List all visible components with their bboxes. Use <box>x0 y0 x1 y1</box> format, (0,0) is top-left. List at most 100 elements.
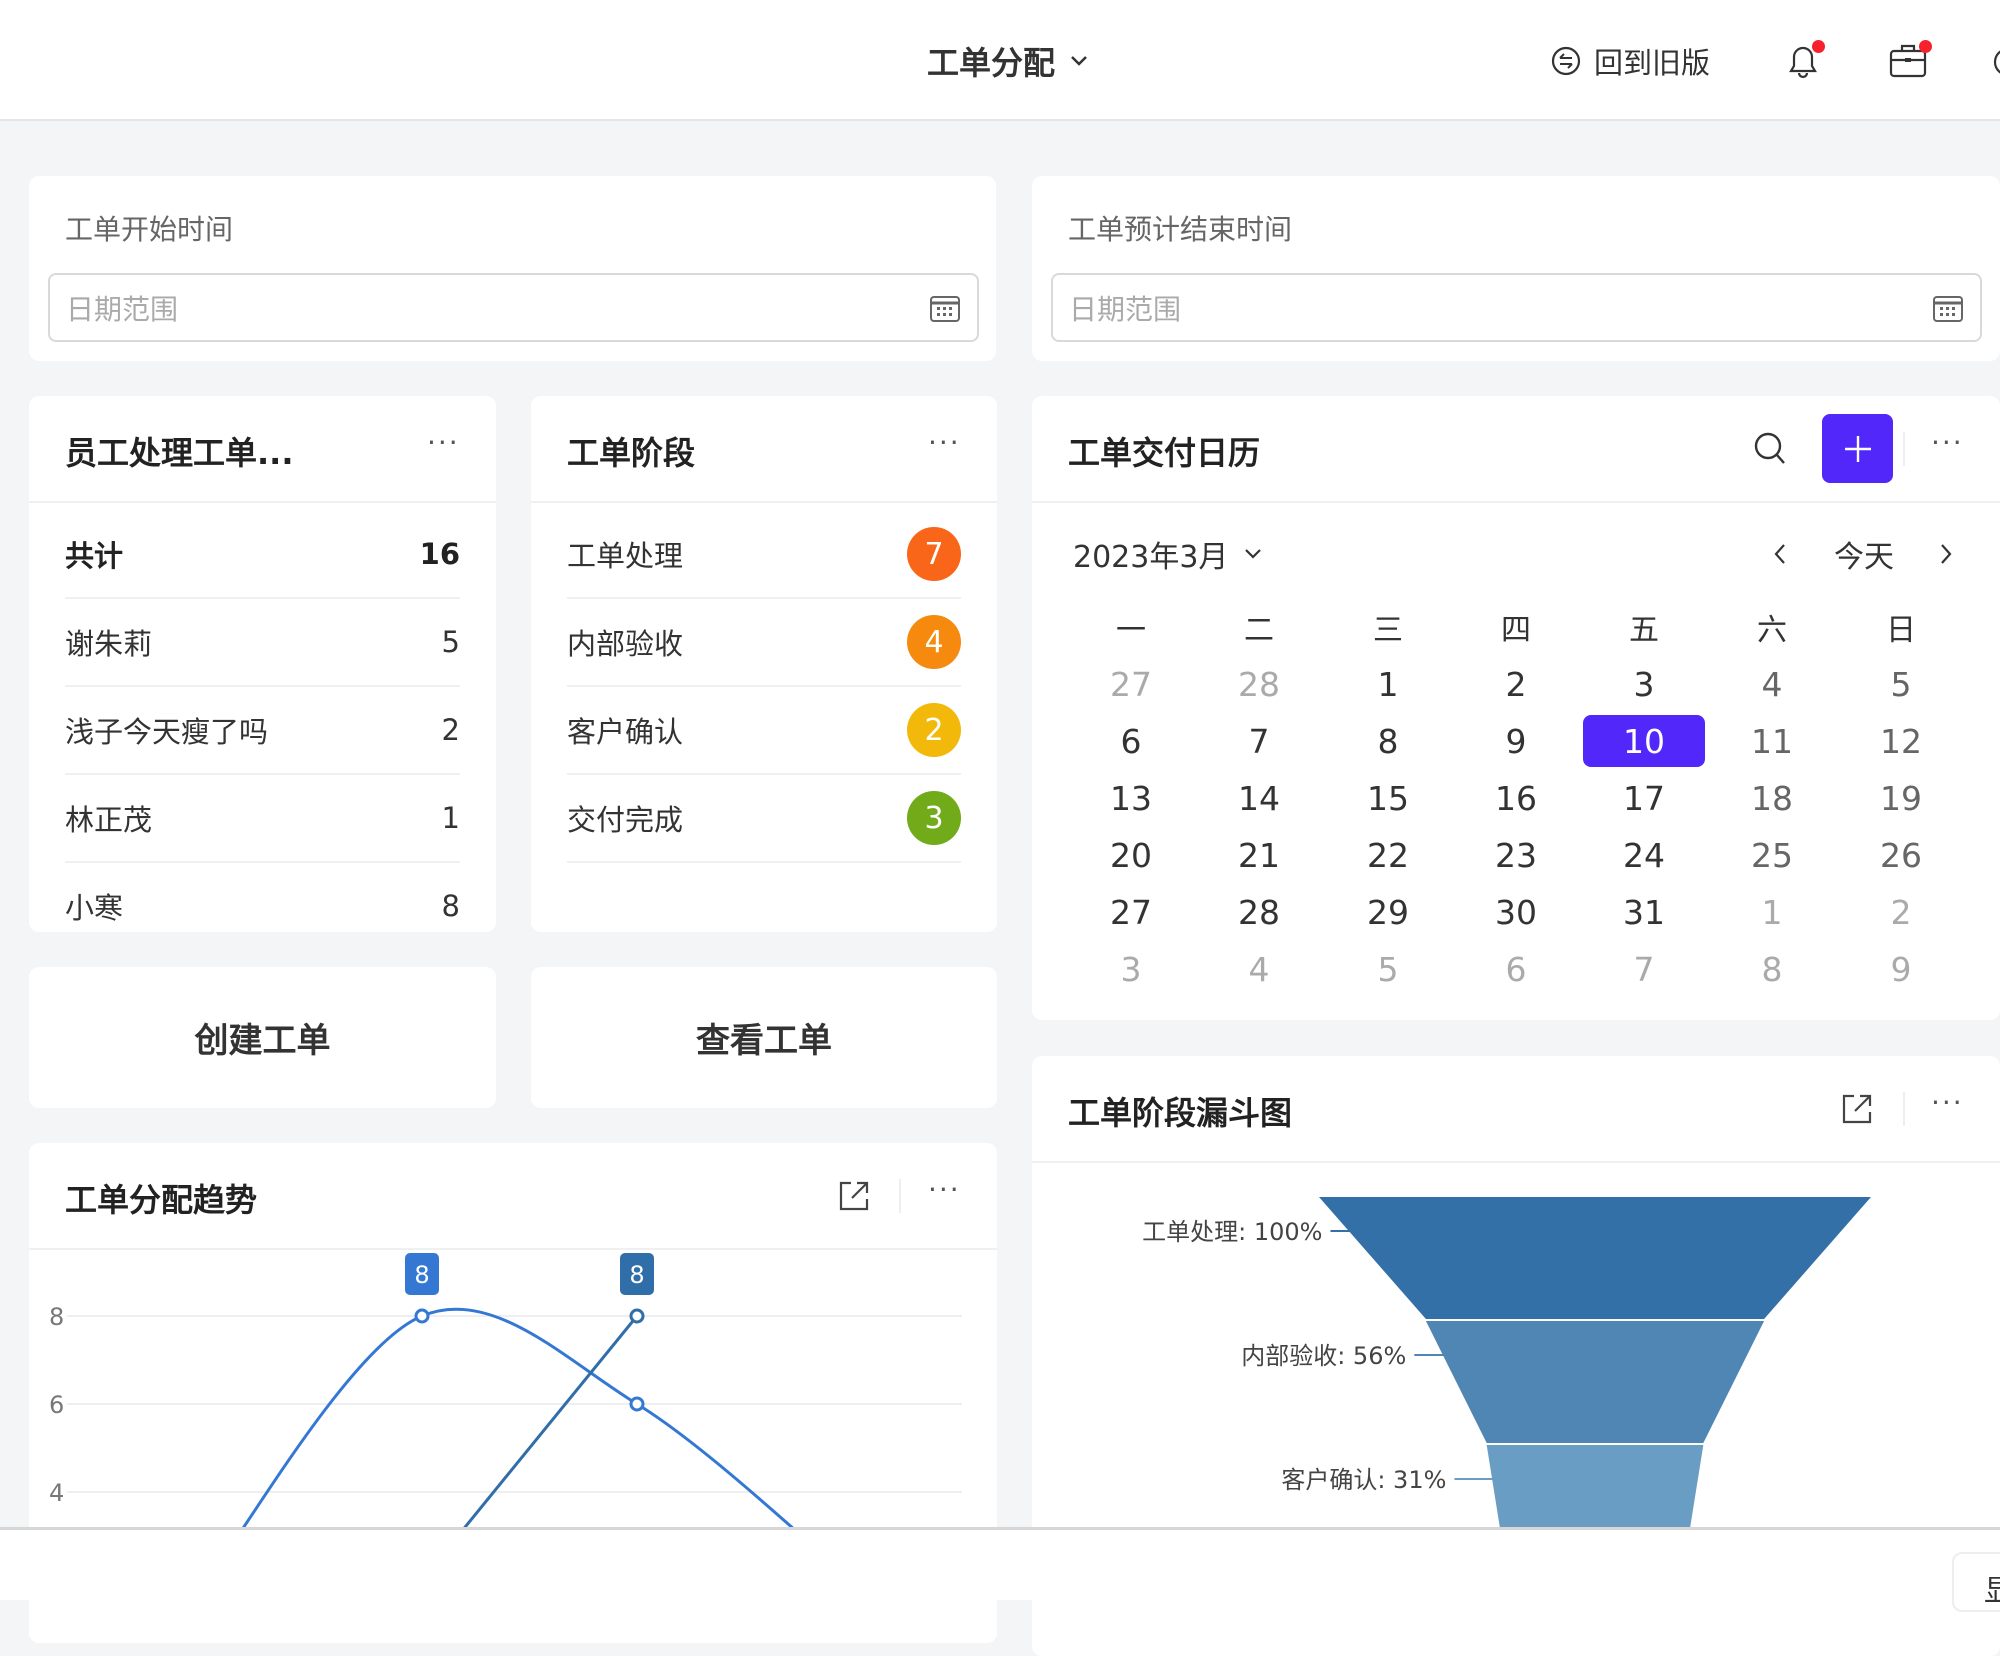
funnel-segment[interactable] <box>1425 1321 1765 1443</box>
day-number: 6 <box>1505 949 1527 989</box>
day-number: 31 <box>1623 892 1665 932</box>
staff-row[interactable]: 小寒 8 <box>65 863 460 932</box>
calendar-day[interactable]: 6 <box>1455 943 1577 995</box>
data-point[interactable] <box>629 1396 645 1412</box>
day-number: 1 <box>1377 664 1399 704</box>
more-icon[interactable]: ··· <box>1931 426 1964 459</box>
more-icon[interactable]: ··· <box>427 426 460 459</box>
calendar-day[interactable]: 24 <box>1583 829 1705 881</box>
delivery-calendar-card: 工单交付日历 ··· 2023年3月 今天 一二三四五六日 27 28 1 2 3 4 5 6 7… <box>1032 396 2000 1020</box>
calendar-day[interactable]: 22 <box>1327 829 1449 881</box>
calendar-day[interactable]: 21 <box>1198 829 1320 881</box>
staff-row[interactable]: 谢朱莉 5 <box>65 599 460 687</box>
stage-count-badge: 7 <box>907 527 961 581</box>
calendar-day[interactable]: 23 <box>1455 829 1577 881</box>
calendar-day[interactable]: 18 <box>1711 772 1833 824</box>
more-icon[interactable]: ··· <box>1931 1086 1964 1119</box>
search-icon[interactable] <box>1752 430 1788 468</box>
calendar-day[interactable]: 3 <box>1070 943 1192 995</box>
stage-count-badge: 4 <box>907 615 961 669</box>
calendar-day[interactable]: 20 <box>1070 829 1192 881</box>
external-link-icon[interactable] <box>837 1179 871 1213</box>
staff-row[interactable]: 林正茂 1 <box>65 775 460 863</box>
day-number: 9 <box>1505 721 1527 761</box>
calendar-day[interactable]: 25 <box>1711 829 1833 881</box>
day-number: 12 <box>1880 721 1922 761</box>
calendar-day[interactable]: 1 <box>1327 658 1449 710</box>
calendar-day[interactable]: 31 <box>1583 886 1705 938</box>
staff-count: 1 <box>441 801 460 835</box>
start-date-range-input[interactable]: 日期范围 <box>48 273 979 342</box>
prev-month-button[interactable] <box>1772 542 1788 566</box>
calendar-day[interactable]: 28 <box>1198 658 1320 710</box>
today-button[interactable]: 今天 <box>1834 540 1894 575</box>
stage-count-badge: 3 <box>907 791 961 845</box>
back-to-old-version-button[interactable]: 回到旧版 <box>1550 40 1710 82</box>
calendar-day[interactable]: 17 <box>1583 772 1705 824</box>
calendar-day[interactable]: 28 <box>1198 886 1320 938</box>
staff-row[interactable]: 共计 16 <box>65 511 460 599</box>
calendar-day[interactable]: 3 <box>1583 658 1705 710</box>
footer-button[interactable]: 显 <box>1952 1552 2000 1612</box>
calendar-day[interactable]: 9 <box>1455 715 1577 767</box>
view-workorder-button[interactable]: 查看工单 <box>531 967 997 1108</box>
funnel-segment[interactable] <box>1319 1197 1871 1319</box>
calendar-day[interactable]: 7 <box>1583 943 1705 995</box>
staff-row[interactable]: 浅子今天瘦了吗 2 <box>65 687 460 775</box>
calendar-day[interactable]: 27 <box>1070 658 1192 710</box>
funnel-label: 内部验收: 56% <box>1241 1342 1406 1370</box>
notifications-button[interactable] <box>1786 40 1826 84</box>
data-point[interactable] <box>629 1308 645 1324</box>
calendar-day[interactable]: 14 <box>1198 772 1320 824</box>
add-event-button[interactable] <box>1822 414 1893 483</box>
data-point[interactable] <box>414 1308 430 1324</box>
stage-row[interactable]: 客户确认 2 <box>567 687 961 775</box>
calendar-day[interactable]: 12 <box>1840 715 1962 767</box>
calendar-icon <box>930 295 960 322</box>
day-number: 3 <box>1633 664 1655 704</box>
workbench-button[interactable] <box>1889 40 1933 82</box>
page-title-dropdown[interactable]: 工单分配 <box>927 38 1089 84</box>
external-link-icon[interactable] <box>1840 1092 1874 1126</box>
calendar-day[interactable]: 9 <box>1840 943 1962 995</box>
calendar-day[interactable]: 5 <box>1327 943 1449 995</box>
calendar-day[interactable]: 1 <box>1711 886 1833 938</box>
calendar-day[interactable]: 11 <box>1711 715 1833 767</box>
calendar-day-selected[interactable]: 10 <box>1583 715 1705 767</box>
calendar-day[interactable]: 8 <box>1711 943 1833 995</box>
staff-count: 16 <box>419 537 460 571</box>
next-month-button[interactable] <box>1938 542 1954 566</box>
weekday-label: 二 <box>1244 613 1274 648</box>
calendar-day[interactable]: 16 <box>1455 772 1577 824</box>
calendar-day[interactable]: 30 <box>1455 886 1577 938</box>
calendar-day[interactable]: 5 <box>1840 658 1962 710</box>
create-workorder-button[interactable]: 创建工单 <box>29 967 496 1108</box>
day-number: 27 <box>1110 892 1152 932</box>
calendar-day[interactable]: 26 <box>1840 829 1962 881</box>
day-number: 5 <box>1377 949 1399 989</box>
more-icon[interactable]: ··· <box>928 426 961 459</box>
calendar-day[interactable]: 13 <box>1070 772 1192 824</box>
end-date-range-input[interactable]: 日期范围 <box>1051 273 1982 342</box>
calendar-day[interactable]: 8 <box>1327 715 1449 767</box>
calendar-day[interactable]: 4 <box>1198 943 1320 995</box>
calendar-day[interactable]: 2 <box>1455 658 1577 710</box>
calendar-day[interactable]: 2 <box>1840 886 1962 938</box>
calendar-day[interactable]: 4 <box>1711 658 1833 710</box>
stage-row[interactable]: 交付完成 3 <box>567 775 961 863</box>
day-number: 22 <box>1367 835 1409 875</box>
stage-row[interactable]: 内部验收 4 <box>567 599 961 687</box>
calendar-day[interactable]: 29 <box>1327 886 1449 938</box>
stage-row[interactable]: 工单处理 7 <box>567 511 961 599</box>
card-header: 工单阶段 ··· <box>531 396 997 503</box>
help-icon[interactable] <box>1992 46 2000 78</box>
calendar-day[interactable]: 19 <box>1840 772 1962 824</box>
calendar-day[interactable]: 7 <box>1198 715 1320 767</box>
calendar-day[interactable]: 6 <box>1070 715 1192 767</box>
more-icon[interactable]: ··· <box>928 1173 961 1206</box>
calendar-day[interactable]: 27 <box>1070 886 1192 938</box>
day-number: 29 <box>1367 892 1409 932</box>
calendar-day[interactable]: 15 <box>1327 772 1449 824</box>
day-number: 28 <box>1238 892 1280 932</box>
month-selector[interactable]: 2023年3月 <box>1073 532 1262 576</box>
